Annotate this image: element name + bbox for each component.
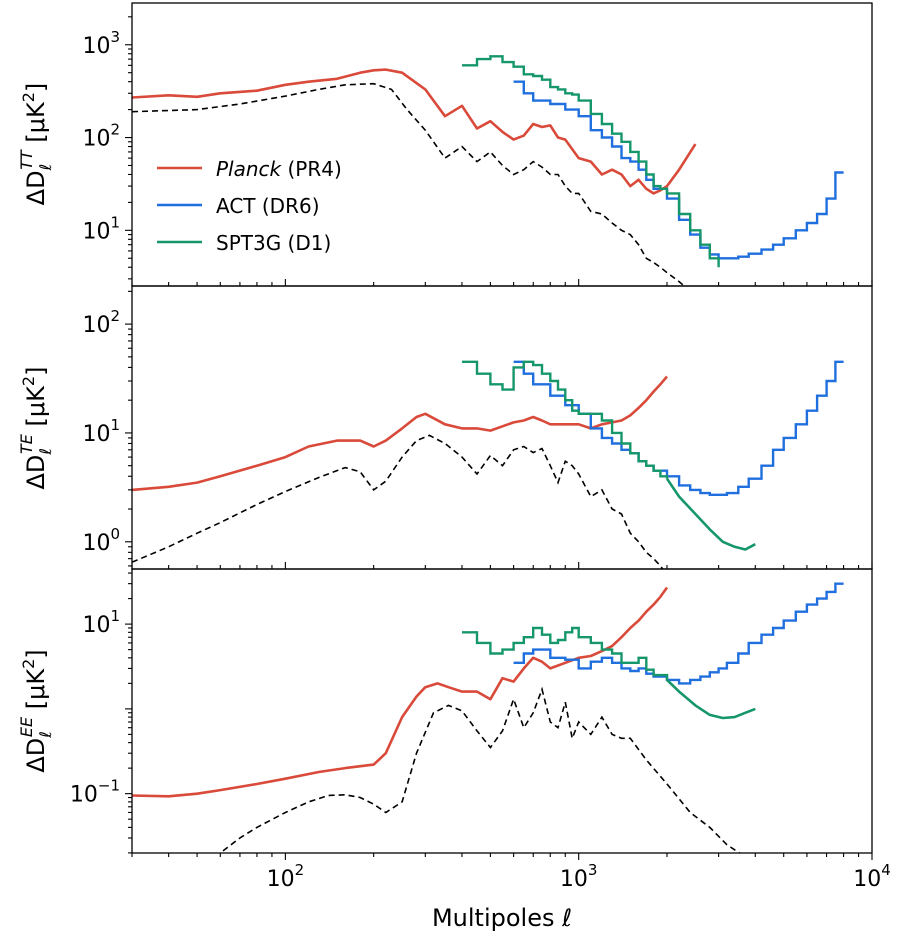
- y-tick-label: 102: [82, 121, 120, 152]
- series-spt-te: [665, 477, 756, 551]
- y-axis-label-tt: ΔDℓTT [μK2]: [17, 83, 55, 206]
- y-ticks-te: 100 101 102: [82, 290, 132, 567]
- series-act-ee: [513, 582, 844, 685]
- plot-area-tt: [132, 55, 844, 286]
- plot-area-te: [132, 360, 844, 569]
- series-reference-ee: [218, 686, 741, 853]
- series-spt-tt: [462, 55, 720, 268]
- legend: Planck (PR4) ACT (DR6) SPT3G (D1): [157, 157, 342, 255]
- y-ticks-tt: 101 102 103: [82, 16, 132, 280]
- panel-te: 100 101 102 ΔDℓTE [μK2]: [17, 285, 873, 570]
- series-reference-te: [132, 434, 664, 569]
- y-tick-label: 100: [82, 525, 120, 556]
- y-tick-label: 102: [82, 307, 120, 338]
- x-tick-label: 102: [267, 861, 305, 892]
- series-planck-tt: [132, 68, 697, 195]
- y-tick-label: 101: [82, 213, 120, 244]
- y-tick-label: 101: [82, 607, 120, 638]
- series-planck-ee: [132, 586, 669, 798]
- series-act-te: [513, 360, 844, 496]
- y-axis-label-te: ΔDℓTE [μK2]: [17, 367, 55, 490]
- axes-frame-ee: [131, 568, 873, 854]
- x-tick-label: 104: [853, 861, 891, 892]
- legend-label-planck: Planck (PR4): [216, 157, 342, 181]
- y-ticks-ee: 10−1 101: [70, 572, 132, 854]
- series-spt-te: [462, 360, 669, 479]
- y-tick-label: 101: [82, 416, 120, 447]
- legend-label-spt: SPT3G (D1): [216, 231, 331, 255]
- plot-area-ee: [132, 582, 844, 853]
- y-tick-label: 10−1: [70, 777, 120, 808]
- panel-tt: 101 102 103 ΔDℓTT [μK2]: [17, 2, 873, 287]
- series-planck-te: [132, 375, 668, 492]
- series-act-tt: [513, 80, 844, 260]
- series-spt-ee: [462, 626, 669, 680]
- panel-ee: 10−1 101 ΔDℓEE [μK2]: [17, 568, 873, 854]
- x-axis-label: Multipoles ℓ: [432, 904, 572, 932]
- y-tick-label: 103: [82, 28, 120, 59]
- x-ticks: 102 103 104: [131, 279, 891, 892]
- legend-label-act: ACT (DR6): [216, 194, 320, 218]
- x-tick-label: 103: [560, 861, 598, 892]
- series-spt-ee: [666, 678, 756, 720]
- y-axis-label-ee: ΔDℓEE [μK2]: [17, 649, 55, 772]
- series-reference-tt: [132, 82, 686, 286]
